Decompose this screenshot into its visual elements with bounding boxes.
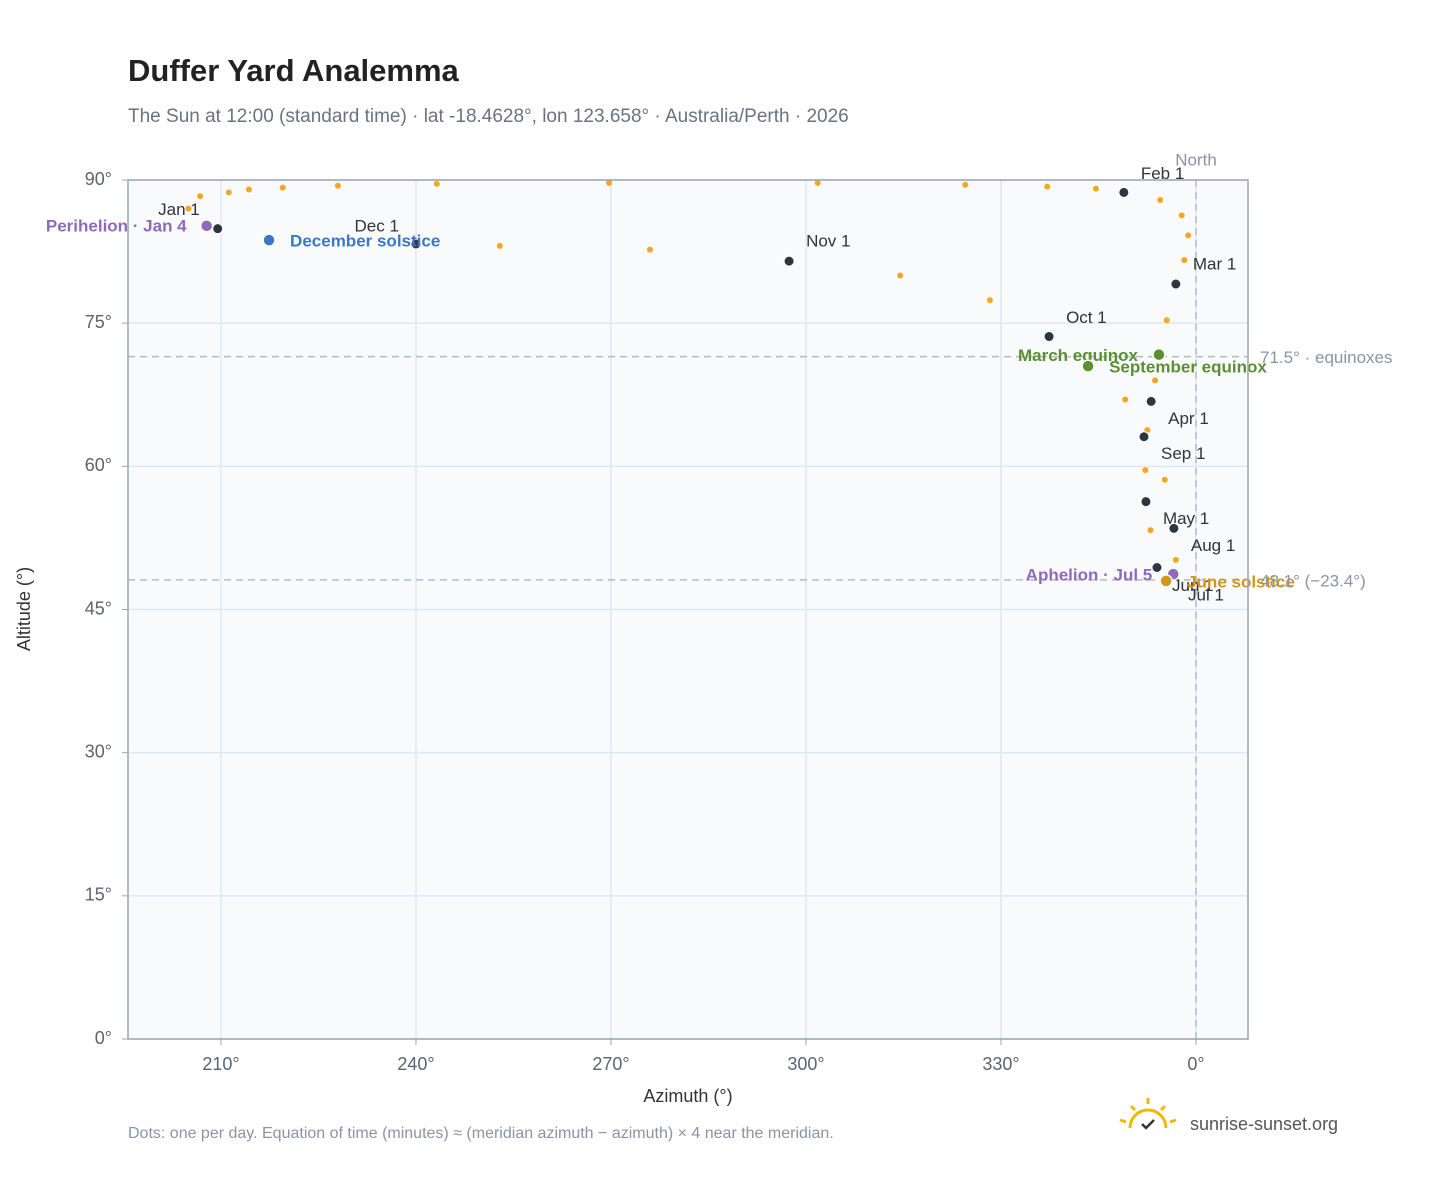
- event-label: September equinox: [1109, 358, 1267, 377]
- daily-dot: [1122, 396, 1129, 403]
- event-label: June solstice: [1187, 572, 1295, 591]
- daily-dot: [245, 186, 252, 193]
- meridian-label: North: [1175, 150, 1217, 169]
- chart-title: Duffer Yard Analemma: [128, 53, 460, 88]
- month-label: Feb 1: [1141, 164, 1184, 183]
- daily-dot: [606, 179, 613, 186]
- y-tick-label: 30°: [85, 741, 112, 761]
- daily-dot: [1092, 185, 1099, 192]
- month-label: Apr 1: [1168, 409, 1209, 428]
- daily-dot: [433, 180, 440, 187]
- event-marker: [199, 219, 214, 233]
- daily-dot: [646, 246, 653, 253]
- month-marker: [410, 238, 422, 250]
- month-marker: [1170, 278, 1182, 290]
- month-label: Sep 1: [1161, 444, 1205, 463]
- month-label: Jun 1: [1172, 576, 1214, 595]
- daily-dot: [1185, 232, 1192, 239]
- reference-label: 48.1° (−23.4°): [1260, 571, 1366, 590]
- month-label: Oct 1: [1066, 308, 1107, 327]
- daily-dot: [1152, 377, 1159, 384]
- daily-dot: [897, 272, 904, 279]
- month-marker: [1151, 562, 1163, 574]
- daily-dot: [1181, 257, 1188, 264]
- month-marker: [1118, 186, 1130, 198]
- daily-dot: [1157, 197, 1164, 204]
- y-tick-label: 90°: [85, 169, 112, 189]
- footnote: Dots: one per day. Equation of time (min…: [128, 1125, 834, 1142]
- x-tick-label: 210°: [202, 1054, 239, 1074]
- daily-dot: [1161, 476, 1168, 483]
- month-label: Nov 1: [806, 232, 850, 251]
- reference-label: 71.5° · equinoxes: [1260, 348, 1393, 367]
- month-label: Jan 1: [158, 200, 200, 219]
- event-marker: [1081, 359, 1095, 373]
- daily-dot: [225, 189, 232, 196]
- month-label: Jul 1: [1188, 585, 1224, 604]
- y-tick-label: 45°: [85, 598, 112, 618]
- chart-subtitle: The Sun at 12:00 (standard time) · lat -…: [128, 106, 849, 127]
- y-tick-label: 15°: [85, 885, 112, 905]
- month-marker: [1043, 331, 1055, 343]
- daily-dot: [962, 181, 969, 188]
- daily-dot: [1178, 212, 1185, 219]
- daily-dot: [986, 297, 993, 304]
- y-tick-label: 75°: [85, 312, 112, 332]
- brand-logo: [1119, 1098, 1177, 1130]
- event-label: Aphelion · Jul 5: [1026, 566, 1153, 585]
- month-marker: [1140, 496, 1152, 508]
- month-marker: [1145, 395, 1157, 407]
- event-label: Perihelion · Jan 4: [46, 216, 187, 235]
- x-tick-label: 270°: [592, 1054, 629, 1074]
- month-marker: [212, 223, 224, 235]
- daily-dot: [1044, 183, 1051, 190]
- month-marker: [1138, 431, 1150, 443]
- event-label: March equinox: [1018, 346, 1139, 365]
- daily-dot: [334, 182, 341, 189]
- x-tick-label: 300°: [787, 1054, 824, 1074]
- daily-dot: [1172, 556, 1179, 563]
- month-marker: [1168, 522, 1180, 534]
- daily-dot: [1163, 317, 1170, 324]
- brand-name: sunrise-sunset.org: [1190, 1114, 1338, 1134]
- month-label: Dec 1: [355, 216, 399, 235]
- daily-dot: [197, 193, 204, 200]
- event-marker: [1159, 574, 1173, 588]
- daily-dot: [1147, 527, 1154, 534]
- daily-dot: [814, 179, 821, 186]
- event-label: December solstice: [290, 232, 440, 251]
- daily-dot: [185, 205, 192, 212]
- daily-dot: [496, 242, 503, 249]
- month-label: Aug 1: [1191, 536, 1235, 555]
- daily-dot: [279, 184, 286, 191]
- daily-dot: [1142, 467, 1149, 474]
- x-tick-label: 330°: [982, 1054, 1019, 1074]
- y-tick-label: 0°: [95, 1028, 112, 1048]
- month-label: Mar 1: [1193, 255, 1236, 274]
- x-tick-label: 0°: [1187, 1054, 1204, 1074]
- month-marker: [783, 255, 795, 267]
- event-marker: [1152, 347, 1166, 362]
- x-tick-label: 240°: [397, 1054, 434, 1074]
- x-axis-label: Azimuth (°): [643, 1086, 732, 1106]
- event-marker: [262, 233, 276, 247]
- y-tick-label: 60°: [85, 455, 112, 475]
- y-axis-label: Altitude (°): [14, 567, 34, 651]
